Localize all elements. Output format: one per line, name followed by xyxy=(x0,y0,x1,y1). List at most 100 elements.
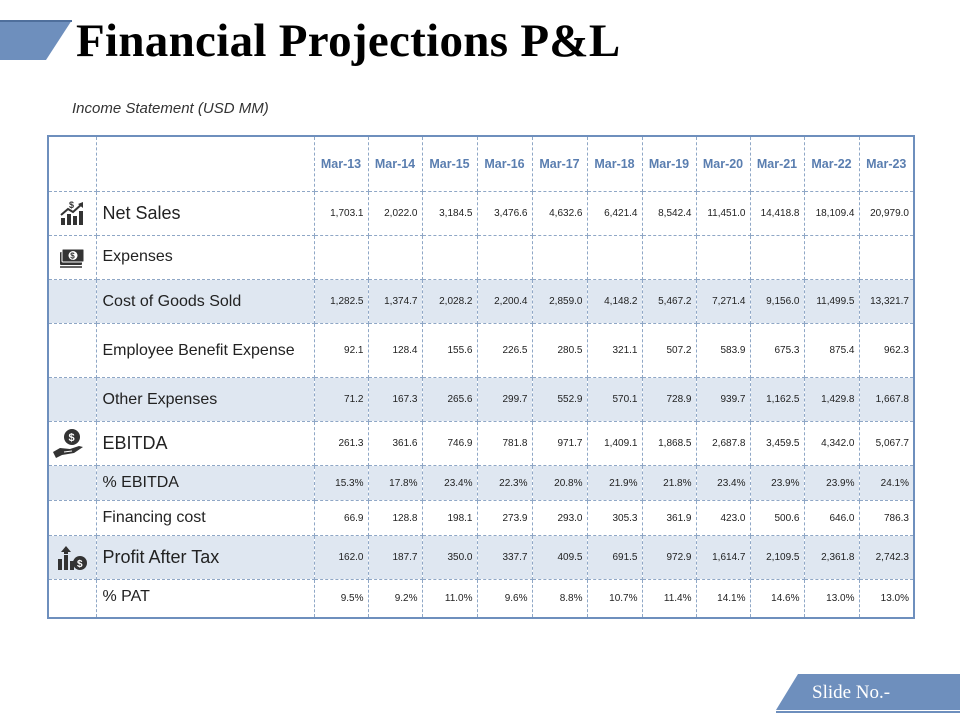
slide-number-label: Slide No.- xyxy=(812,682,891,703)
table-cell: 162.0 xyxy=(313,535,369,580)
table-row-pat-pct: % PAT 9.5% 9.2% 11.0% 9.6% 8.8% 10.7% 11… xyxy=(47,579,915,619)
table-cell: 500.6 xyxy=(749,500,805,536)
table-cell: 3,476.6 xyxy=(476,191,533,236)
table-cell: 4,342.0 xyxy=(803,421,860,466)
table-cell: 5,467.2 xyxy=(641,279,697,324)
table-cell xyxy=(421,235,478,280)
table-cell: 273.9 xyxy=(476,500,533,536)
table-cell: 17.8% xyxy=(367,465,423,501)
table-cell: 2,200.4 xyxy=(476,279,533,324)
table-cell: 646.0 xyxy=(803,500,860,536)
table-cell: 198.1 xyxy=(421,500,478,536)
table-row-financing-cost: Financing cost 66.9 128.8 198.1 273.9 29… xyxy=(47,500,915,536)
svg-text:$: $ xyxy=(77,559,83,570)
table-cell: 2,022.0 xyxy=(367,191,423,236)
table-cell: 15.3% xyxy=(313,465,369,501)
table-cell: 5,067.7 xyxy=(858,421,915,466)
table-cell xyxy=(586,235,643,280)
table-cell xyxy=(803,235,860,280)
column-header: Mar-13 xyxy=(313,135,369,192)
svg-text:$: $ xyxy=(69,432,75,444)
table-row-other-expenses: Other Expenses 71.2 167.3 265.6 299.7 55… xyxy=(47,377,915,422)
table-cell: 11,499.5 xyxy=(803,279,860,324)
table-cell: 570.1 xyxy=(586,377,643,422)
table-cell: 552.9 xyxy=(531,377,588,422)
table-cell: 321.1 xyxy=(586,323,643,378)
table-cell: 226.5 xyxy=(476,323,533,378)
table-cell: 3,184.5 xyxy=(421,191,478,236)
table-cell: 409.5 xyxy=(531,535,588,580)
column-header: Mar-21 xyxy=(749,135,805,192)
sales-growth-icon: $ xyxy=(50,200,95,228)
table-cell xyxy=(367,235,423,280)
title-banner-decoration xyxy=(0,20,72,60)
table-cell: 261.3 xyxy=(313,421,369,466)
table-cell: 1,614.7 xyxy=(695,535,751,580)
table-header-row: Mar-13 Mar-14 Mar-15 Mar-16 Mar-17 Mar-1… xyxy=(47,135,915,192)
table-cell: 128.8 xyxy=(367,500,423,536)
table-cell: 265.6 xyxy=(421,377,478,422)
table-cell: 2,028.2 xyxy=(421,279,478,324)
column-header: Mar-15 xyxy=(421,135,478,192)
table-row-ebitda-pct: % EBITDA 15.3% 17.8% 23.4% 22.3% 20.8% 2… xyxy=(47,465,915,501)
table-cell: 11.0% xyxy=(421,579,478,619)
table-cell: 3,459.5 xyxy=(749,421,805,466)
svg-text:$: $ xyxy=(71,251,76,260)
table-cell: 691.5 xyxy=(586,535,643,580)
table-cell: 21.8% xyxy=(641,465,697,501)
table-cell: 128.4 xyxy=(367,323,423,378)
table-cell: 8.8% xyxy=(531,579,588,619)
header-icon-cell xyxy=(47,135,97,192)
table-cell: 20,979.0 xyxy=(858,191,915,236)
table-cell: 2,742.3 xyxy=(858,535,915,580)
money-stack-icon: $ xyxy=(50,246,95,270)
table-cell: 939.7 xyxy=(695,377,751,422)
table-cell: 20.8% xyxy=(531,465,588,501)
row-label: EBITDA xyxy=(95,421,315,466)
row-label: Other Expenses xyxy=(95,377,315,422)
table-row-cogs: Cost of Goods Sold 1,282.5 1,374.7 2,028… xyxy=(47,279,915,324)
table-cell: 71.2 xyxy=(313,377,369,422)
table-cell xyxy=(695,235,751,280)
table-cell: 1,429.8 xyxy=(803,377,860,422)
table-cell: 23.4% xyxy=(695,465,751,501)
table-cell: 23.9% xyxy=(803,465,860,501)
table-cell: 13.0% xyxy=(803,579,860,619)
table-cell: 1,282.5 xyxy=(313,279,369,324)
table-cell: 10.7% xyxy=(586,579,643,619)
table-cell: 2,361.8 xyxy=(803,535,860,580)
table-cell: 675.3 xyxy=(749,323,805,378)
table-cell: 23.4% xyxy=(421,465,478,501)
table-cell: 22.3% xyxy=(476,465,533,501)
table-cell: 66.9 xyxy=(313,500,369,536)
table-cell: 6,421.4 xyxy=(586,191,643,236)
table-cell: 337.7 xyxy=(476,535,533,580)
slide-number-tab xyxy=(776,674,960,714)
table-cell: 299.7 xyxy=(476,377,533,422)
column-header: Mar-16 xyxy=(476,135,533,192)
table-cell: 361.6 xyxy=(367,421,423,466)
table-cell xyxy=(858,235,915,280)
table-cell: 187.7 xyxy=(367,535,423,580)
table-cell: 2,859.0 xyxy=(531,279,588,324)
row-label: % PAT xyxy=(95,579,315,619)
table-cell: 280.5 xyxy=(531,323,588,378)
table-cell: 1,374.7 xyxy=(367,279,423,324)
table-cell: 972.9 xyxy=(641,535,697,580)
table-cell xyxy=(313,235,369,280)
table-cell: 293.0 xyxy=(531,500,588,536)
table-cell: 9.6% xyxy=(476,579,533,619)
table-cell: 14,418.8 xyxy=(749,191,805,236)
table-cell: 350.0 xyxy=(421,535,478,580)
table-row-ebitda: $ EBITDA 261.3 361.6 746.9 781.8 971.7 1… xyxy=(47,421,915,466)
table-cell: 1,162.5 xyxy=(749,377,805,422)
table-cell: 2,109.5 xyxy=(749,535,805,580)
table-cell: 13,321.7 xyxy=(858,279,915,324)
table-cell: 14.6% xyxy=(749,579,805,619)
table-cell: 361.9 xyxy=(641,500,697,536)
table-cell: 9.5% xyxy=(313,579,369,619)
table-subtitle: Income Statement (USD MM) xyxy=(72,100,269,117)
row-label: % EBITDA xyxy=(95,465,315,501)
hand-coin-icon: $ xyxy=(50,428,95,460)
table-cell: 1,868.5 xyxy=(641,421,697,466)
